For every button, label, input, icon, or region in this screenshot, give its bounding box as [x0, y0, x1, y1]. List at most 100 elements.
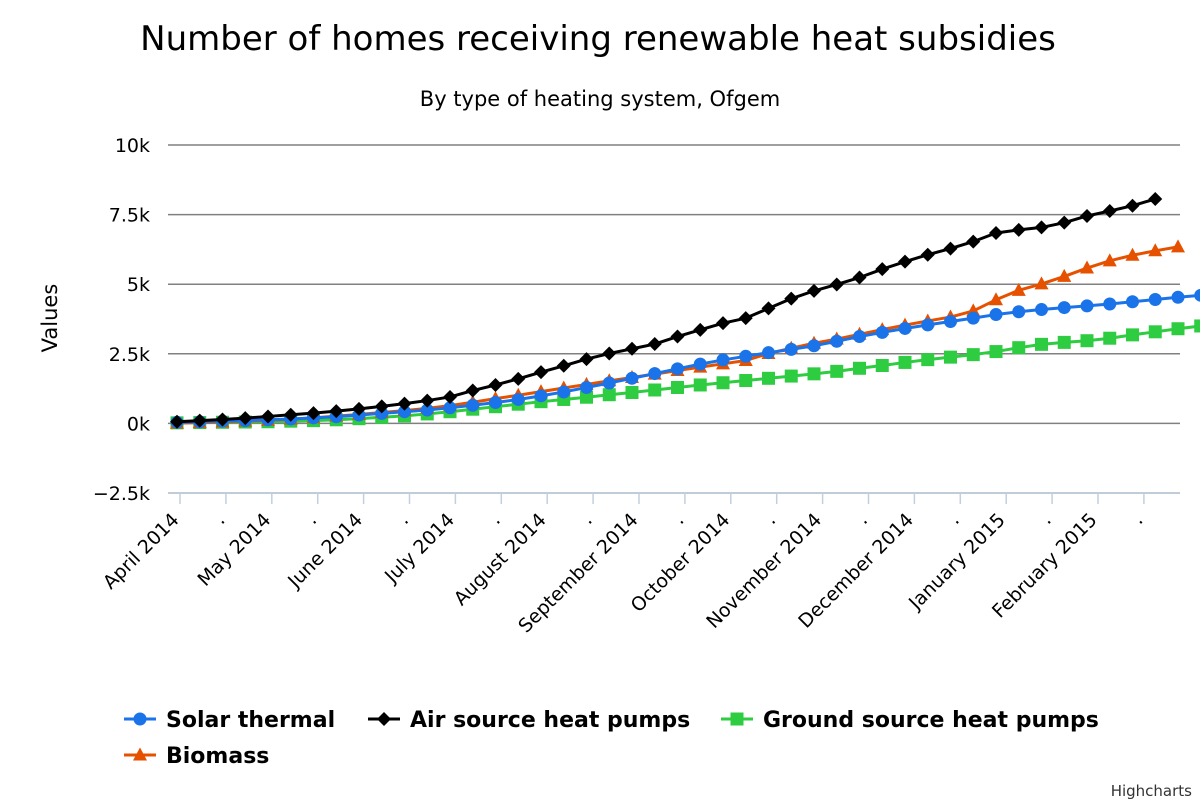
- data-point[interactable]: [1148, 243, 1163, 257]
- data-point[interactable]: [807, 367, 821, 381]
- data-point[interactable]: [944, 350, 957, 364]
- data-point[interactable]: [921, 318, 935, 332]
- data-point[interactable]: [488, 377, 503, 392]
- data-point[interactable]: [133, 747, 147, 761]
- data-point[interactable]: [625, 371, 639, 385]
- data-point[interactable]: [1035, 337, 1048, 351]
- data-point[interactable]: [671, 362, 684, 376]
- data-point[interactable]: [1148, 325, 1162, 339]
- legend-item-solar-thermal[interactable]: Solar thermal: [124, 708, 335, 733]
- data-point[interactable]: [716, 316, 730, 331]
- data-point[interactable]: [602, 346, 617, 361]
- data-point[interactable]: [1011, 282, 1026, 296]
- data-point[interactable]: [693, 322, 708, 337]
- data-point[interactable]: [352, 401, 366, 416]
- data-point[interactable]: [1126, 328, 1139, 342]
- data-point[interactable]: [556, 358, 571, 373]
- data-point[interactable]: [647, 337, 662, 352]
- data-point[interactable]: [1102, 253, 1117, 267]
- data-point[interactable]: [875, 262, 890, 277]
- data-point[interactable]: [1148, 293, 1162, 307]
- data-point[interactable]: [625, 385, 639, 399]
- data-point[interactable]: [716, 376, 730, 390]
- data-point[interactable]: [534, 389, 548, 403]
- data-point[interactable]: [762, 346, 775, 360]
- data-point[interactable]: [853, 330, 866, 344]
- data-point[interactable]: [761, 301, 776, 316]
- data-point[interactable]: [238, 411, 253, 426]
- data-point[interactable]: [830, 364, 844, 378]
- data-point[interactable]: [1080, 299, 1094, 313]
- data-point[interactable]: [852, 270, 867, 285]
- data-point[interactable]: [215, 412, 230, 427]
- data-point[interactable]: [192, 413, 207, 428]
- data-point[interactable]: [784, 291, 799, 306]
- data-point[interactable]: [466, 398, 480, 412]
- data-point[interactable]: [1080, 334, 1094, 348]
- data-point[interactable]: [420, 393, 435, 408]
- data-point[interactable]: [261, 409, 275, 424]
- data-point[interactable]: [1035, 303, 1048, 317]
- data-point[interactable]: [716, 353, 730, 367]
- data-point[interactable]: [989, 308, 1003, 322]
- data-point[interactable]: [671, 380, 684, 394]
- data-point[interactable]: [580, 380, 593, 394]
- data-point[interactable]: [511, 371, 526, 386]
- data-point[interactable]: [784, 369, 798, 383]
- data-point[interactable]: [1125, 247, 1140, 261]
- legend-item-ground-source-heat-pumps[interactable]: Ground source heat pumps: [721, 708, 1099, 733]
- data-point[interactable]: [807, 339, 821, 353]
- data-point[interactable]: [989, 225, 1003, 240]
- credits-link[interactable]: Highcharts: [1111, 782, 1192, 800]
- data-point[interactable]: [1102, 203, 1117, 218]
- data-point[interactable]: [830, 334, 844, 348]
- data-point[interactable]: [966, 311, 980, 325]
- data-point[interactable]: [1057, 335, 1071, 349]
- data-point[interactable]: [1011, 222, 1026, 237]
- data-point[interactable]: [648, 383, 662, 397]
- data-point[interactable]: [1194, 319, 1200, 333]
- data-point[interactable]: [875, 325, 889, 339]
- data-point[interactable]: [738, 311, 753, 326]
- data-point[interactable]: [443, 389, 457, 404]
- data-point[interactable]: [966, 348, 980, 362]
- data-point[interactable]: [1171, 290, 1185, 304]
- data-point[interactable]: [1080, 208, 1094, 223]
- data-point[interactable]: [170, 414, 184, 429]
- data-point[interactable]: [739, 374, 753, 388]
- data-point[interactable]: [625, 341, 639, 356]
- data-point[interactable]: [853, 361, 866, 375]
- data-point[interactable]: [693, 378, 707, 392]
- data-point[interactable]: [898, 254, 912, 269]
- data-point[interactable]: [648, 367, 662, 381]
- data-point[interactable]: [398, 405, 411, 419]
- data-point[interactable]: [1125, 198, 1140, 213]
- data-point[interactable]: [875, 358, 889, 372]
- data-point[interactable]: [943, 241, 958, 256]
- data-point[interactable]: [579, 352, 594, 367]
- legend-item-biomass[interactable]: Biomass: [124, 744, 269, 769]
- data-point[interactable]: [1034, 220, 1049, 235]
- legend-item-air-source-heat-pumps[interactable]: Air source heat pumps: [368, 708, 690, 733]
- data-point[interactable]: [807, 283, 821, 298]
- data-point[interactable]: [443, 401, 457, 415]
- data-point[interactable]: [557, 385, 571, 399]
- data-point[interactable]: [306, 406, 321, 421]
- data-point[interactable]: [989, 345, 1003, 359]
- data-point[interactable]: [730, 712, 744, 726]
- data-point[interactable]: [1171, 239, 1185, 253]
- data-point[interactable]: [920, 247, 935, 262]
- data-point[interactable]: [1126, 295, 1139, 309]
- data-point[interactable]: [693, 357, 707, 371]
- data-point[interactable]: [762, 371, 775, 385]
- data-point[interactable]: [602, 388, 616, 402]
- data-point[interactable]: [670, 329, 685, 344]
- data-point[interactable]: [921, 353, 935, 367]
- data-point[interactable]: [420, 403, 434, 417]
- data-point[interactable]: [1080, 260, 1094, 274]
- data-point[interactable]: [377, 712, 391, 726]
- data-point[interactable]: [966, 234, 981, 249]
- data-point[interactable]: [898, 321, 912, 335]
- data-point[interactable]: [1057, 268, 1072, 282]
- data-point[interactable]: [511, 392, 525, 406]
